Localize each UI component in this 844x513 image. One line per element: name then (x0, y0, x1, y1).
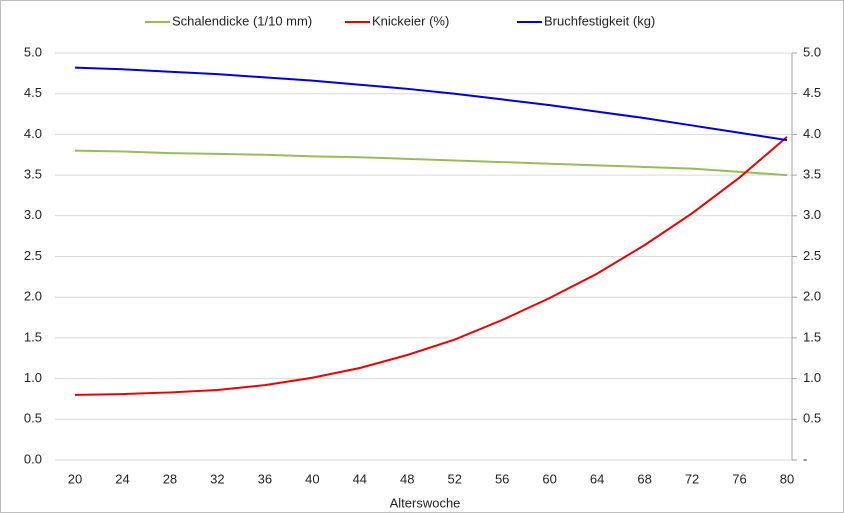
x-tick-label: 60 (542, 471, 556, 486)
x-tick-label: 32 (210, 471, 224, 486)
legend-label: Knickeier (%) (372, 13, 449, 28)
y2-tick-label: 3.0 (803, 207, 821, 222)
series-line (74, 136, 788, 396)
x-tick-label: 24 (115, 471, 129, 486)
x-tick-label: 28 (163, 471, 177, 486)
y2-tick-label: - (803, 451, 807, 466)
legend-label: Schalendicke (1/10 mm) (172, 13, 312, 28)
y2-tick-label: 1.0 (803, 370, 821, 385)
x-tick-label: 72 (685, 471, 699, 486)
x-tick-label: 56 (495, 471, 509, 486)
x-tick-label: 36 (258, 471, 272, 486)
y-tick-label: 0.0 (24, 451, 42, 466)
x-tick-label: 20 (68, 471, 82, 486)
y-tick-label: 1.0 (24, 370, 42, 385)
y2-tick-label: 0.5 (803, 411, 821, 426)
y2-tick-label: 3.5 (803, 167, 821, 182)
y2-tick-label: 4.5 (803, 85, 821, 100)
x-tick-label: 64 (590, 471, 604, 486)
x-tick-label: 80 (780, 471, 794, 486)
y-tick-label: 2.0 (24, 289, 42, 304)
y-tick-label: 2.5 (24, 248, 42, 263)
x-tick-label: 40 (305, 471, 319, 486)
y-tick-label: 3.0 (24, 207, 42, 222)
x-tick-label: 76 (732, 471, 746, 486)
x-tick-label: 52 (447, 471, 461, 486)
y-tick-label: 3.5 (24, 167, 42, 182)
y2-tick-label: 1.5 (803, 329, 821, 344)
y2-tick-label: 2.5 (803, 248, 821, 263)
x-tick-label: 44 (353, 471, 367, 486)
y2-tick-label: 2.0 (803, 289, 821, 304)
x-tick-label: 48 (400, 471, 414, 486)
y-tick-label: 0.5 (24, 411, 42, 426)
y-tick-label: 4.0 (24, 126, 42, 141)
y-tick-label: 4.5 (24, 85, 42, 100)
legend-label: Bruchfestigkeit (kg) (544, 13, 655, 28)
y-tick-label: 5.0 (24, 44, 42, 59)
series-line (74, 149, 788, 177)
x-tick-label: 68 (637, 471, 651, 486)
y-tick-label: 1.5 (24, 329, 42, 344)
series-line (74, 66, 788, 142)
y2-tick-label: 4.0 (803, 126, 821, 141)
y2-tick-label: 5.0 (803, 44, 821, 59)
x-axis-label: Alterswoche (390, 495, 461, 510)
